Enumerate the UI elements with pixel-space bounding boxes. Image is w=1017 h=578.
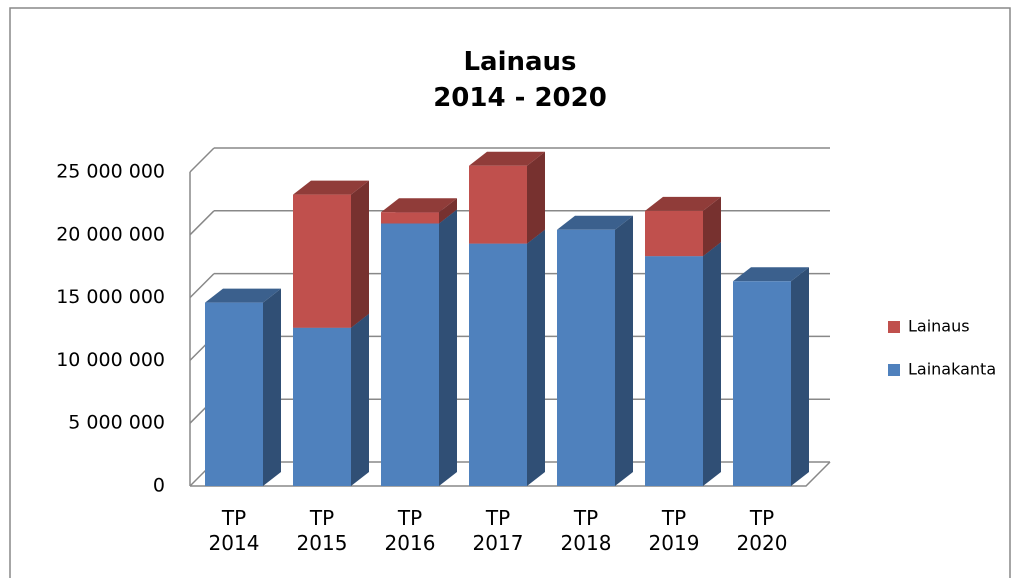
bar <box>293 327 351 486</box>
bar <box>557 229 615 486</box>
y-tick-label: 25 000 000 <box>56 161 165 183</box>
bar <box>381 212 439 224</box>
y-tick-label: 15 000 000 <box>56 286 165 308</box>
bar <box>381 223 439 486</box>
x-tick-label: TP 2018 <box>560 506 612 555</box>
bar-top <box>469 151 545 166</box>
bar-top <box>733 267 809 282</box>
bar-side <box>703 242 721 486</box>
x-tick-label: TP 2017 <box>472 506 524 555</box>
x-tick-label: TP 2020 <box>736 506 788 555</box>
bar <box>645 256 703 486</box>
legend-label: Lainaus <box>908 317 970 336</box>
bar-side <box>351 180 369 328</box>
legend-swatch <box>888 364 900 376</box>
x-tick-label: TP 2014 <box>208 506 260 555</box>
bar-side <box>527 151 545 244</box>
bar-side <box>263 288 281 486</box>
grid-line-side <box>189 273 215 299</box>
bar-top <box>293 180 369 195</box>
chart-title: Lainaus 2014 - 2020 <box>433 47 607 113</box>
bar <box>205 302 263 486</box>
bar-side <box>439 209 457 486</box>
bar-top <box>645 196 721 211</box>
y-tick-label: 5 000 000 <box>68 412 165 434</box>
legend-label: Lainakanta <box>908 360 996 379</box>
bar <box>469 243 527 486</box>
bar-side <box>439 198 457 224</box>
x-tick-label: TP 2019 <box>648 506 700 555</box>
bar-side <box>615 215 633 486</box>
bar-side <box>703 196 721 257</box>
y-tick-label: 20 000 000 <box>56 223 165 245</box>
y-tick-label: 0 <box>153 475 165 497</box>
bar <box>733 281 791 486</box>
x-tick-label: TP 2016 <box>384 506 436 555</box>
bar-top <box>381 198 457 213</box>
grid-line-side <box>189 147 215 173</box>
bar <box>469 165 527 244</box>
bar-side <box>791 267 809 486</box>
x-tick-label: TP 2015 <box>296 506 348 555</box>
bar-side <box>351 313 369 486</box>
grid-line-side <box>189 210 215 236</box>
bar-top <box>205 288 281 303</box>
y-tick-label: 10 000 000 <box>56 349 165 371</box>
bar-top <box>557 215 633 230</box>
bar-side <box>527 229 545 487</box>
legend-swatch <box>888 321 900 333</box>
bar <box>645 210 703 257</box>
bar <box>293 194 351 328</box>
frame <box>9 7 1011 578</box>
